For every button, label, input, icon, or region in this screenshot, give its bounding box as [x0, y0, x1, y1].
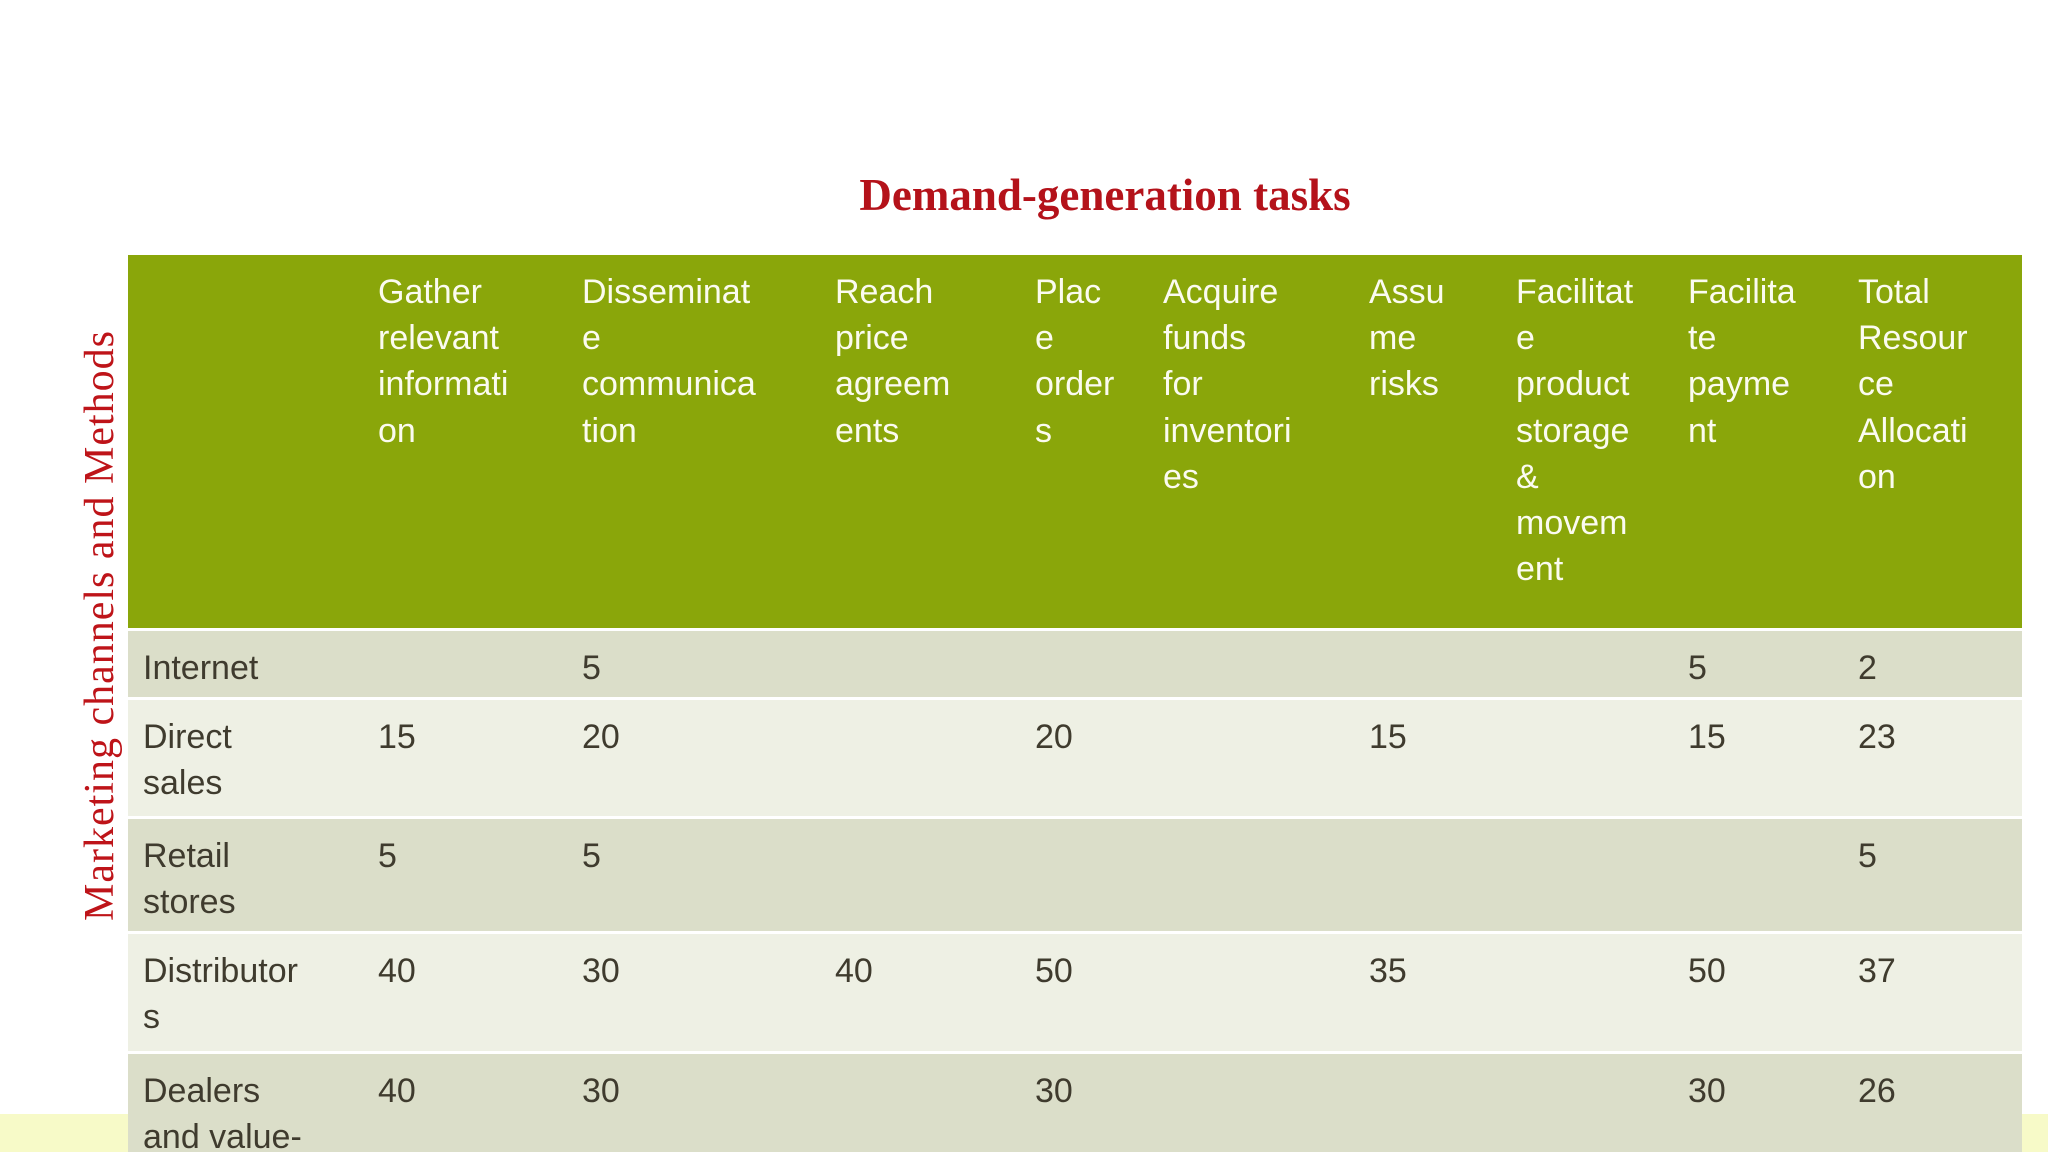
- data-cell: [832, 629, 1032, 699]
- table-header: Gather relevant informati on Disseminat …: [128, 255, 2022, 629]
- row-label: Direct sales: [128, 698, 375, 818]
- slide-title: Demand-generation tasks: [859, 170, 1351, 220]
- data-cell: [832, 1052, 1032, 1152]
- data-cell: 5: [1855, 817, 2022, 933]
- data-cell: 37: [1855, 932, 2022, 1053]
- data-cell: 30: [579, 932, 832, 1053]
- table-row: Direct sales 15 20 20 15 15 23: [128, 698, 2022, 818]
- table-row: Retail stores 5 5 5: [128, 817, 2022, 933]
- header-row: Gather relevant informati on Disseminat …: [128, 255, 2022, 629]
- data-cell: 20: [579, 698, 832, 818]
- data-cell: 23: [1855, 698, 2022, 818]
- data-cell: 30: [1685, 1052, 1855, 1152]
- data-cell: 30: [579, 1052, 832, 1152]
- data-cell: [1685, 817, 1855, 933]
- data-cell: 5: [375, 817, 579, 933]
- row-label: Dealers and value-: [128, 1052, 375, 1152]
- data-cell: [1513, 629, 1685, 699]
- row-label: Distributor s: [128, 932, 375, 1053]
- data-cell: [1160, 629, 1366, 699]
- data-cell: 35: [1366, 932, 1513, 1053]
- table-row: Distributor s 40 30 40 50 35 50 37: [128, 932, 2022, 1053]
- data-cell: [1366, 629, 1513, 699]
- data-cell: 15: [375, 698, 579, 818]
- data-cell: 26: [1855, 1052, 2022, 1152]
- data-cell: 30: [1032, 1052, 1160, 1152]
- table-row: Internet 5 5 2: [128, 629, 2022, 699]
- data-cell: [1160, 698, 1366, 818]
- row-label: Retail stores: [128, 817, 375, 933]
- data-cell: [832, 698, 1032, 818]
- data-cell: 5: [1685, 629, 1855, 699]
- table-row: Dealers and value- 40 30 30 30 26: [128, 1052, 2022, 1152]
- column-header: Total Resour ce Allocati on: [1855, 255, 2022, 629]
- data-cell: 2: [1855, 629, 2022, 699]
- data-cell: [832, 817, 1032, 933]
- data-cell: 5: [579, 629, 832, 699]
- table-body: Internet 5 5 2 Direct sales 15 20 20 15: [128, 629, 2022, 1152]
- data-cell: 50: [1032, 932, 1160, 1053]
- data-cell: 15: [1366, 698, 1513, 818]
- data-cell: [1160, 1052, 1366, 1152]
- data-cell: 5: [579, 817, 832, 933]
- data-cell: 20: [1032, 698, 1160, 818]
- data-cell: 50: [1685, 932, 1855, 1053]
- data-cell: 40: [832, 932, 1032, 1053]
- corner-cell: [128, 255, 375, 629]
- data-cell: [1032, 817, 1160, 933]
- data-cell: [1032, 629, 1160, 699]
- data-cell: [1513, 698, 1685, 818]
- column-header: Gather relevant informati on: [375, 255, 579, 629]
- data-cell: [1513, 1052, 1685, 1152]
- column-header: Disseminat e communica tion: [579, 255, 832, 629]
- column-header: Facilitat e product storage & movem ent: [1513, 255, 1685, 629]
- data-cell: [1513, 932, 1685, 1053]
- column-header: Plac e order s: [1032, 255, 1160, 629]
- data-cell: 15: [1685, 698, 1855, 818]
- data-cell: 40: [375, 1052, 579, 1152]
- data-cell: [375, 629, 579, 699]
- data-cell: 40: [375, 932, 579, 1053]
- data-cell: [1513, 817, 1685, 933]
- vertical-axis-label: Marketing channels and Methods: [77, 329, 123, 921]
- column-header: Reach price agreem ents: [832, 255, 1032, 629]
- row-label: Internet: [128, 629, 375, 699]
- column-header: Facilita te payme nt: [1685, 255, 1855, 629]
- allocation-table: Gather relevant informati on Disseminat …: [128, 255, 2022, 1152]
- data-cell: [1366, 817, 1513, 933]
- column-header: Assu me risks: [1366, 255, 1513, 629]
- column-header: Acquire funds for inventori es: [1160, 255, 1366, 629]
- data-cell: [1366, 1052, 1513, 1152]
- data-cell: [1160, 817, 1366, 933]
- data-cell: [1160, 932, 1366, 1053]
